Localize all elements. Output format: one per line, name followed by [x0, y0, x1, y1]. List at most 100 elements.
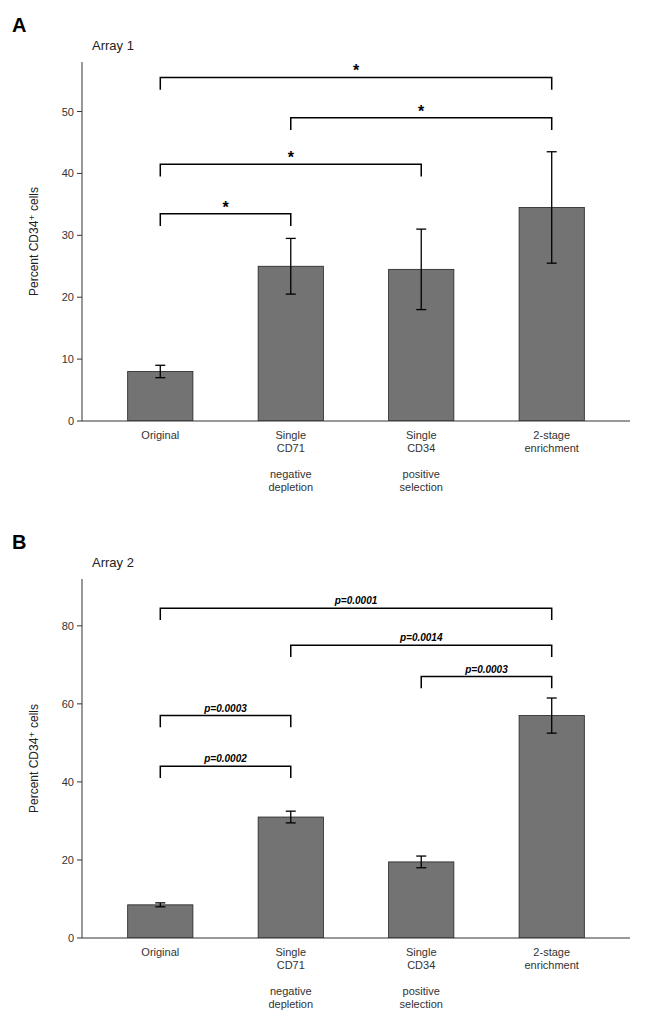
panel: AArray 101020304050Percent CD34⁺ cellsOr… [12, 14, 630, 493]
y-tick [77, 421, 82, 422]
error-cap [155, 365, 165, 366]
bracket-label: p=0.0002 [203, 753, 247, 764]
x-tick-label-line: CD71 [277, 959, 305, 971]
x-tick-label: 2-stageenrichment [525, 946, 579, 971]
bracket-label: p=0.0014 [399, 632, 443, 643]
significance-bracket: * [160, 62, 551, 89]
x-tick-label-line [420, 455, 423, 467]
bracket-label: * [288, 149, 295, 166]
figure: AArray 101020304050Percent CD34⁺ cellsOr… [0, 0, 650, 1034]
error-cap [286, 811, 296, 812]
y-axis-label: Percent CD34⁺ cells [27, 704, 41, 813]
y-tick-label: 40 [62, 167, 74, 179]
panel-label: A [12, 14, 26, 36]
y-tick-label: 40 [62, 776, 74, 788]
error-cap [155, 906, 165, 907]
title: Array 2 [92, 555, 134, 570]
x-tick-label-line: positive [403, 468, 440, 480]
panel: BArray 2020406080Percent CD34⁺ cellsOrig… [12, 531, 630, 1010]
error-bar [551, 698, 552, 733]
y-tick [77, 938, 82, 939]
error-bar [421, 856, 422, 868]
bracket-line [291, 645, 552, 657]
x-tick-label-line: enrichment [525, 959, 579, 971]
x-tick-label-line: Single [406, 946, 437, 958]
x-tick-label-line: negative [270, 468, 312, 480]
y-tick [77, 703, 82, 704]
x-tick-label-line [289, 972, 292, 984]
bracket-line [421, 677, 551, 689]
bracket-label: * [222, 199, 229, 216]
x-tick-label-line: selection [400, 998, 443, 1010]
bracket-label: p=0.0003 [464, 664, 508, 675]
error-cap [416, 867, 426, 868]
bracket-label: p=0.0001 [334, 595, 378, 606]
x-tick-label: SingleCD34 positiveselection [400, 429, 443, 493]
x-tick-label: SingleCD71 negativedepletion [268, 946, 313, 1010]
x-tick-label-line: selection [400, 481, 443, 493]
significance-bracket: p=0.0003 [421, 664, 551, 689]
bracket-line [160, 608, 551, 620]
significance-bracket: p=0.0003 [160, 703, 290, 728]
y-tick-label: 10 [62, 353, 74, 365]
error-cap [547, 151, 557, 152]
x-tick-label: SingleCD71 negativedepletion [268, 429, 313, 493]
y-tick-label: 50 [62, 106, 74, 118]
error-cap [547, 263, 557, 264]
error-cap [547, 732, 557, 733]
x-tick-label-line: 2-stage [533, 429, 570, 441]
y-tick-label: 20 [62, 291, 74, 303]
y-tick-label: 0 [68, 415, 74, 427]
bracket-line [160, 766, 290, 778]
bracket-label: * [353, 62, 360, 79]
x-tick-label-line: Single [406, 429, 437, 441]
error-bar [160, 365, 161, 377]
error-cap [416, 309, 426, 310]
bar [519, 716, 584, 938]
significance-bracket: p=0.0001 [160, 595, 551, 620]
error-cap [416, 855, 426, 856]
error-cap [547, 697, 557, 698]
significance-bracket: * [160, 149, 421, 176]
bar [128, 905, 193, 938]
error-cap [416, 228, 426, 229]
y-tick [77, 859, 82, 860]
y-tick-label: 30 [62, 229, 74, 241]
error-cap [286, 822, 296, 823]
significance-bracket: p=0.0014 [291, 632, 552, 657]
x-tick-label: Original [141, 946, 179, 958]
x-tick-label-line: CD34 [407, 959, 435, 971]
error-cap [286, 293, 296, 294]
panel-label: B [12, 531, 26, 553]
bracket-label: p=0.0003 [203, 703, 247, 714]
significance-bracket: * [160, 199, 290, 226]
x-tick-label-line: 2-stage [533, 946, 570, 958]
error-bar [290, 811, 291, 823]
bracket-line [160, 716, 290, 728]
bracket-label: * [418, 103, 425, 120]
background [0, 0, 650, 1034]
x-tick-label-line: depletion [268, 998, 313, 1010]
x-tick-label: Original [141, 429, 179, 441]
y-tick-label: 0 [68, 932, 74, 944]
y-tick [77, 359, 82, 360]
bar [258, 817, 323, 938]
x-axis-line [82, 421, 630, 422]
plot-area [128, 698, 585, 938]
bar [128, 371, 193, 421]
y-tick [77, 625, 82, 626]
y-tick [77, 173, 82, 174]
y-tick-label: 20 [62, 854, 74, 866]
significance-bracket: * [291, 103, 552, 130]
error-bar [290, 238, 291, 294]
y-tick [77, 781, 82, 782]
plot-area [128, 152, 585, 421]
y-axis-line [82, 579, 83, 938]
y-tick [77, 111, 82, 112]
x-tick-label-line: CD71 [277, 442, 305, 454]
x-tick-label-line: CD34 [407, 442, 435, 454]
x-tick-label-line: positive [403, 985, 440, 997]
y-tick-label: 80 [62, 620, 74, 632]
x-tick-label-line: Single [275, 429, 306, 441]
y-axis-label: Percent CD34⁺ cells [27, 187, 41, 296]
